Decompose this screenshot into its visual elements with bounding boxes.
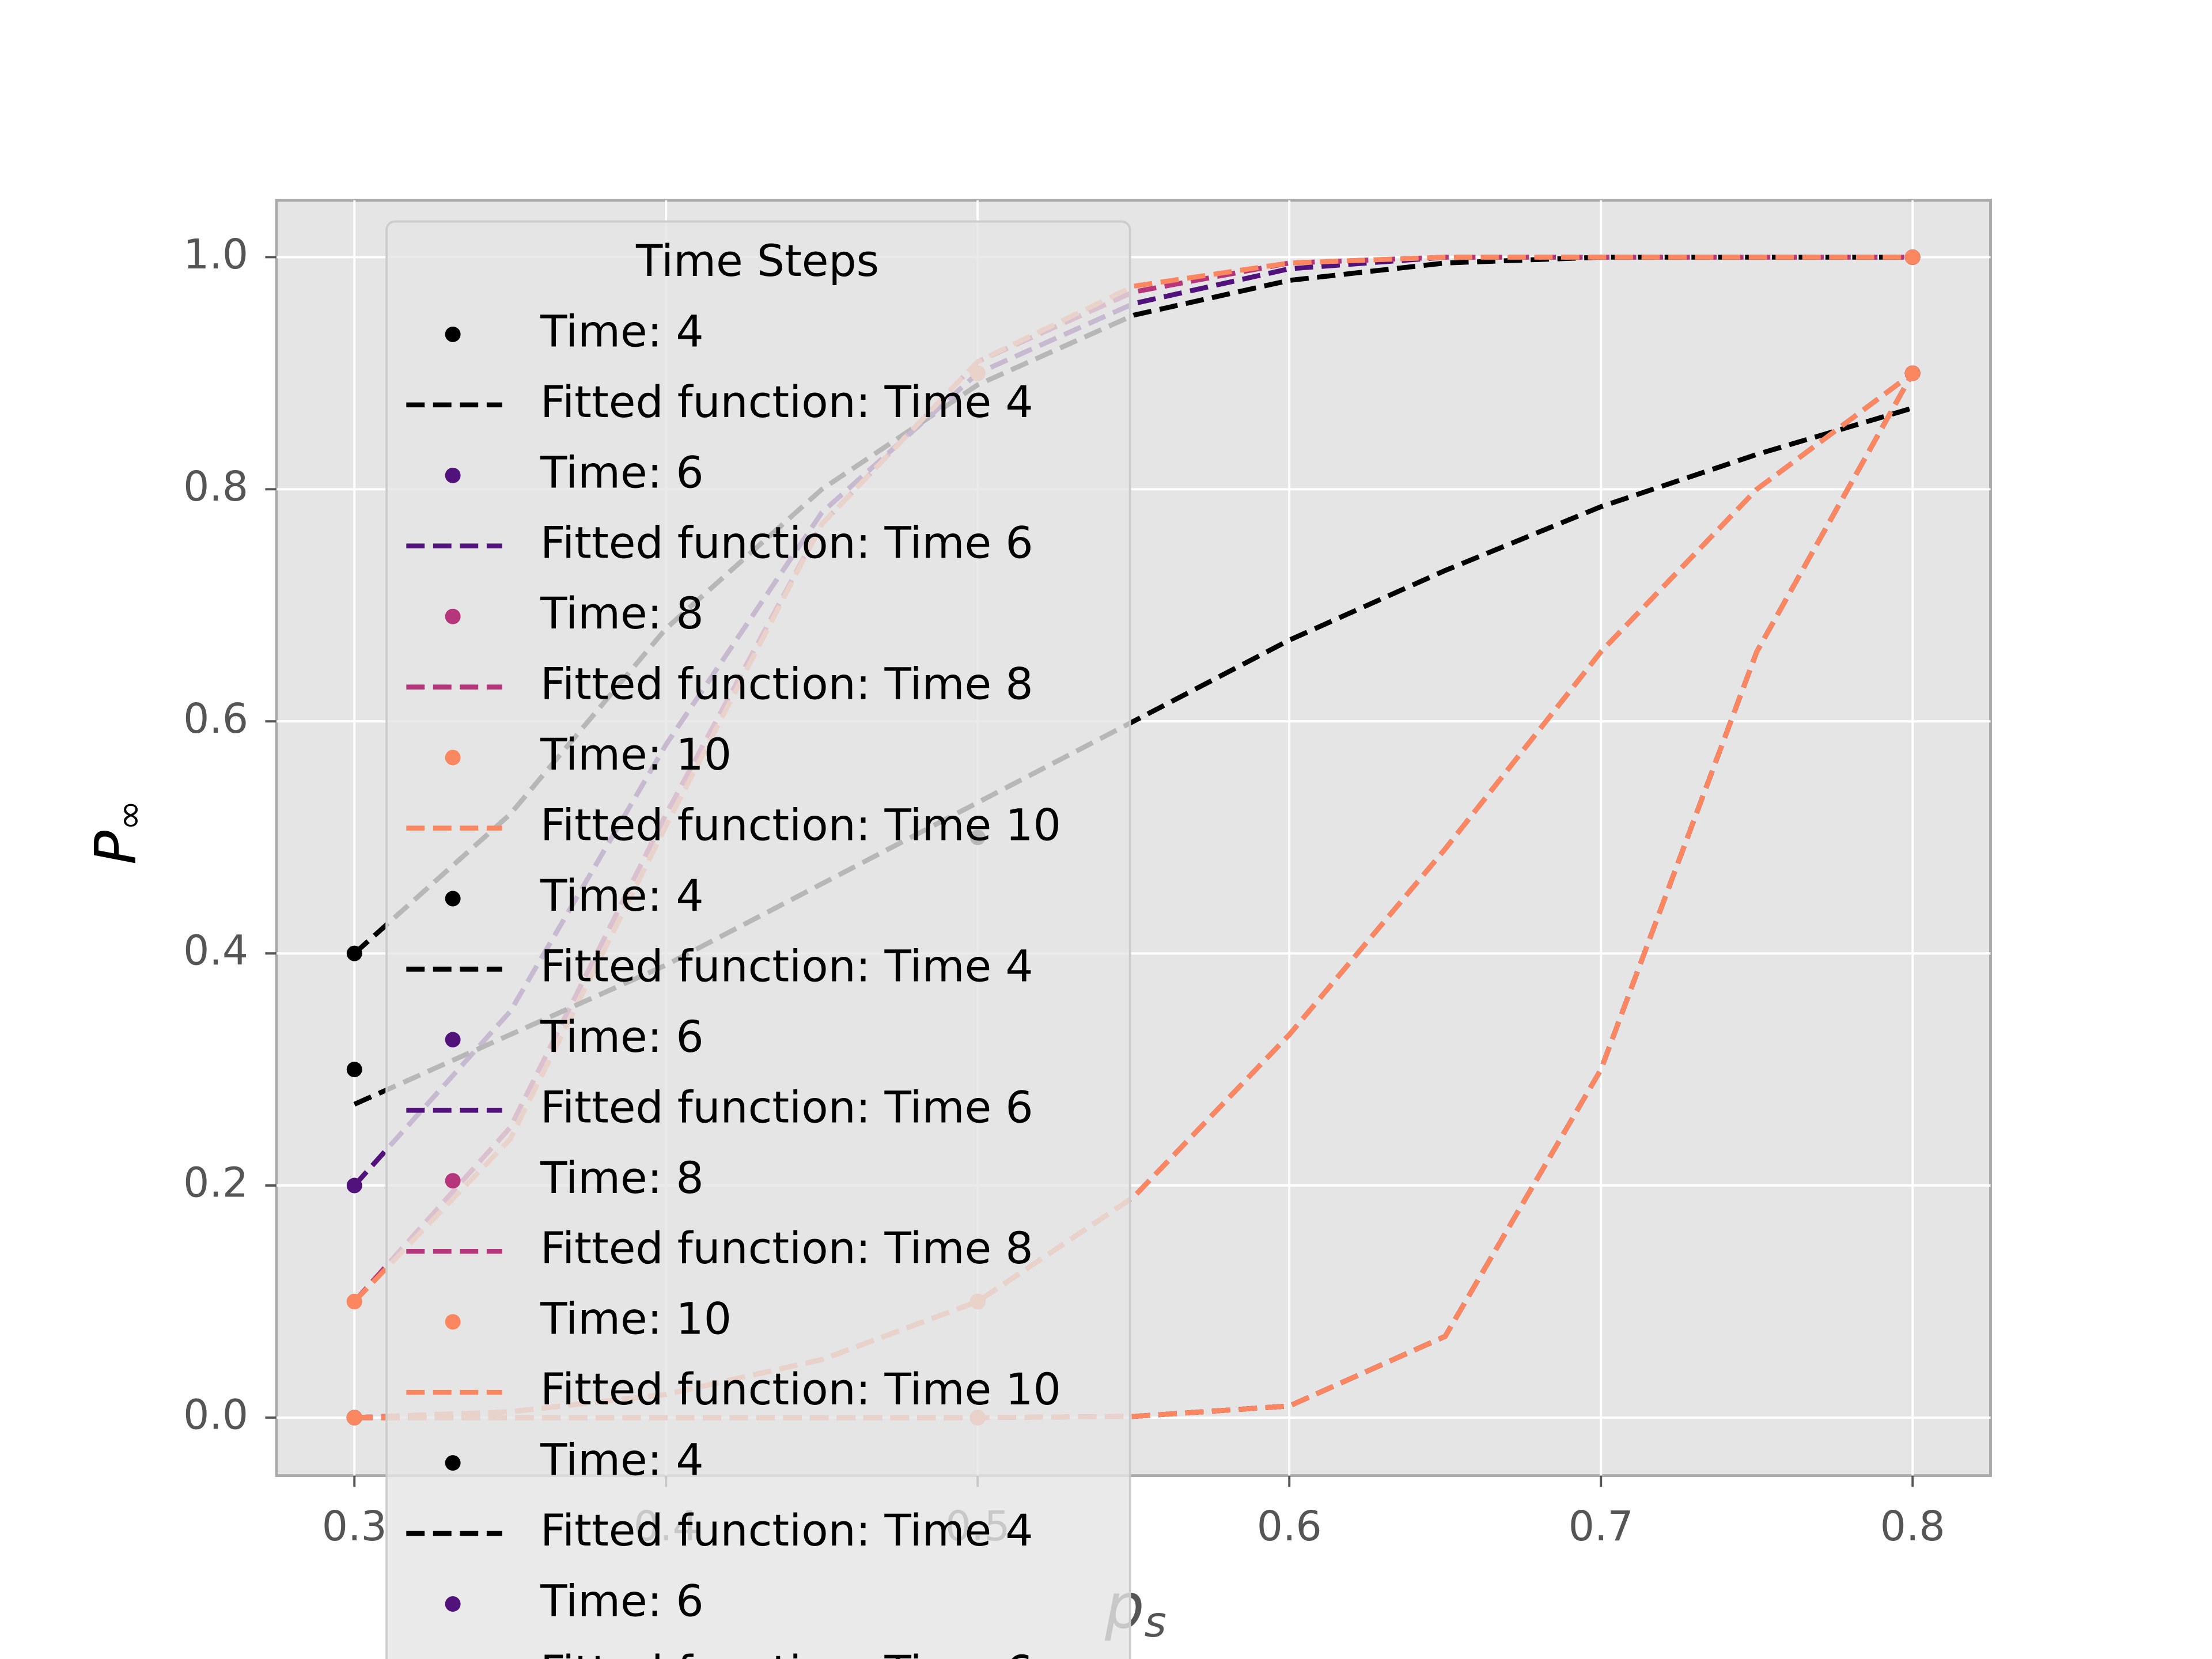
legend-label: Fitted function: Time 10 [540, 1364, 1061, 1415]
legend-label: Time: 8 [540, 1153, 704, 1203]
legend-label: Time: 6 [540, 1575, 704, 1626]
y-tick-label: 0.8 [183, 463, 248, 510]
legend-label: Fitted function: Time 4 [540, 1505, 1033, 1556]
legend-label: Time: 6 [540, 447, 704, 498]
fitted-line [354, 371, 1914, 1421]
legend-marker [445, 1032, 461, 1048]
y-tick-label: 0.4 [183, 927, 248, 975]
legend-marker [445, 749, 461, 766]
legend-label: Time: 4 [540, 870, 704, 921]
legend-label: Fitted function: Time 8 [540, 659, 1033, 710]
fitted-line [354, 372, 1915, 1421]
y-tick-label: 0.2 [183, 1159, 248, 1207]
x-tick-label: 0.3 [322, 1502, 387, 1550]
data-point [346, 1410, 362, 1426]
legend: Time Steps Time: 4 Fitted function: Time … [385, 220, 1131, 1659]
data-point [346, 1062, 362, 1078]
legend-label: Time: 4 [540, 306, 704, 357]
x-label-sub: s [1144, 1598, 1166, 1647]
legend-label: Time: 10 [540, 729, 732, 780]
legend-label: Time: 8 [540, 588, 704, 639]
y-tick-label: 0.0 [183, 1391, 248, 1438]
legend-marker [445, 1173, 461, 1189]
legend-marker [445, 1455, 461, 1471]
legend-marker [445, 1596, 461, 1612]
legend-label: Fitted function: Time 6 [540, 1646, 1033, 1659]
legend-label: Fitted function: Time 10 [540, 800, 1061, 851]
legend-label: Fitted function: Time 4 [540, 941, 1033, 991]
y-label-base: P [84, 831, 149, 865]
legend-label: Fitted function: Time 8 [540, 1223, 1033, 1274]
legend-label: Fitted function: Time 4 [540, 377, 1033, 427]
legend-marker [445, 326, 461, 342]
legend-label: Time: 6 [540, 1012, 704, 1062]
legend-label: Time: 4 [540, 1435, 704, 1486]
y-axis-label: P∞ [84, 800, 150, 865]
legend-marker [445, 1314, 461, 1330]
x-tick-label: 0.7 [1569, 1502, 1634, 1550]
y-label-sub: ∞ [108, 800, 150, 831]
legend-box [385, 220, 1131, 1659]
legend-marker [445, 608, 461, 624]
legend-marker [445, 891, 461, 907]
y-tick-label: 0.6 [183, 695, 248, 743]
y-tick-label: 1.0 [183, 230, 248, 278]
data-point [1904, 249, 1921, 265]
legend-label: Fitted function: Time 6 [540, 1082, 1033, 1132]
x-tick-label: 0.6 [1257, 1502, 1322, 1550]
x-tick-label: 0.8 [1880, 1502, 1945, 1550]
legend-title: Time Steps [635, 236, 879, 286]
legend-marker [445, 467, 461, 483]
legend-label: Fitted function: Time 6 [540, 518, 1033, 569]
legend-label: Time: 10 [540, 1294, 732, 1344]
